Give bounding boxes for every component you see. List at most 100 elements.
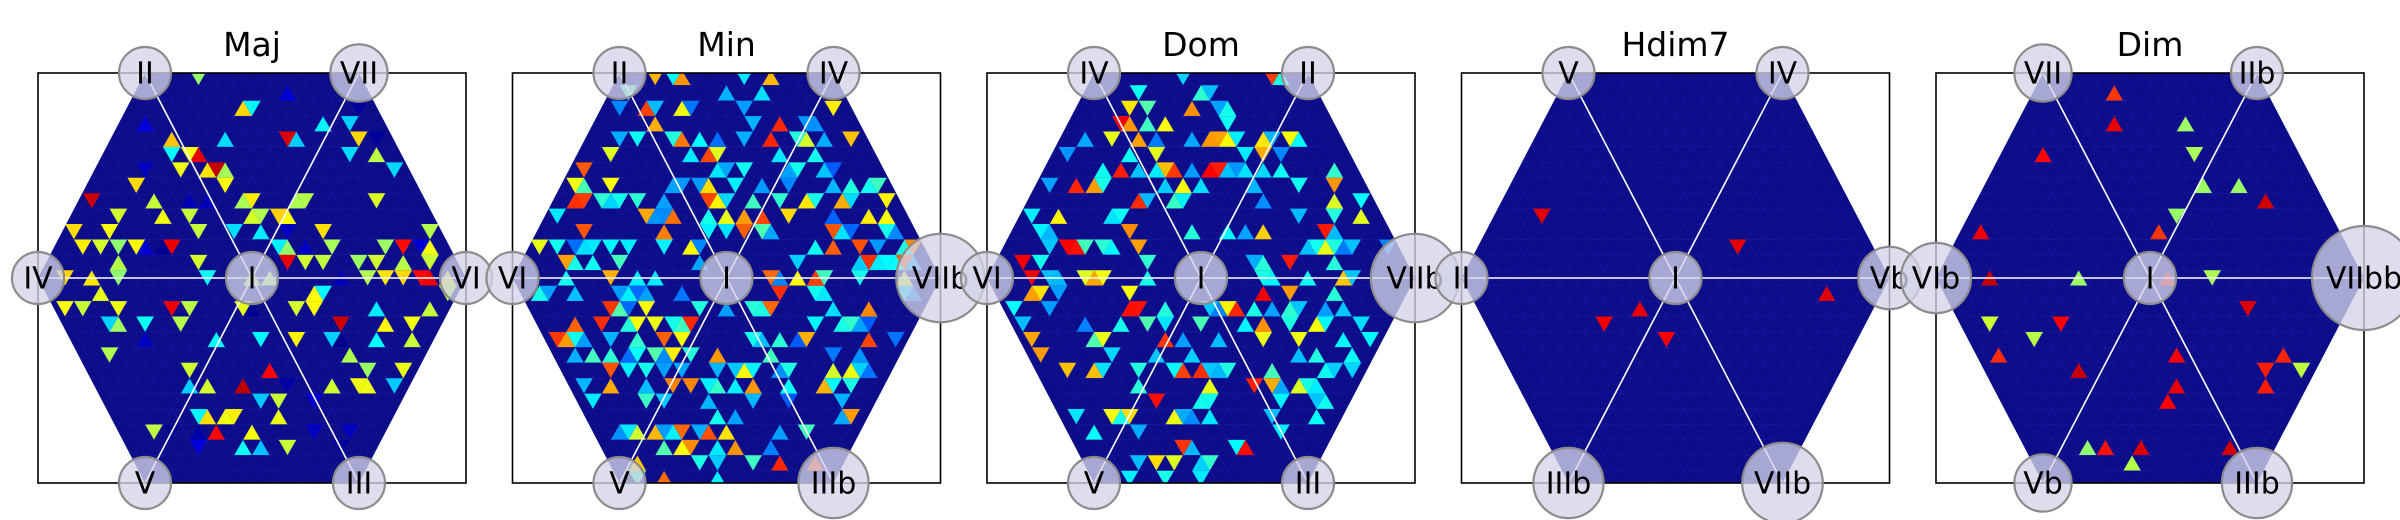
heat-cell bbox=[601, 301, 620, 317]
heat-cell bbox=[1245, 177, 1264, 194]
heat-cell bbox=[1040, 301, 1059, 317]
heat-cell bbox=[1218, 362, 1237, 379]
heat-cell bbox=[1173, 100, 1193, 117]
heat-cell bbox=[637, 378, 656, 394]
heat-cell bbox=[717, 424, 736, 440]
heat-cell bbox=[1102, 316, 1122, 333]
heat-cell bbox=[824, 177, 843, 194]
heat-cell bbox=[2283, 377, 2302, 395]
heat-cell bbox=[385, 254, 404, 271]
heat-cell bbox=[1112, 208, 1130, 225]
heat-cell bbox=[762, 224, 780, 240]
heat-cell bbox=[136, 331, 155, 348]
node-circle bbox=[2122, 250, 2178, 306]
heat-cell bbox=[1129, 131, 1148, 147]
heat-cell bbox=[1281, 131, 1299, 147]
heat-cell bbox=[699, 208, 718, 225]
heat-cell bbox=[779, 162, 798, 178]
heat-cell bbox=[367, 301, 386, 317]
heat-cell bbox=[2256, 378, 2275, 394]
heat-cell bbox=[252, 208, 270, 225]
heat-cell bbox=[1980, 316, 1999, 332]
heat-cell bbox=[421, 301, 439, 317]
heat-cell bbox=[1307, 393, 1326, 410]
heat-cell bbox=[1272, 146, 1290, 163]
heat-cell bbox=[673, 424, 691, 440]
heat-cell bbox=[349, 131, 368, 147]
heat-cell bbox=[574, 347, 594, 364]
heat-cell bbox=[860, 316, 878, 332]
heat-cell bbox=[1191, 408, 1211, 425]
heat-cell bbox=[376, 316, 395, 332]
heat-cell bbox=[770, 377, 790, 395]
heat-cell bbox=[1631, 301, 1649, 317]
heat-cell bbox=[100, 254, 119, 271]
heat-cell bbox=[2122, 439, 2142, 456]
heat-cell bbox=[1183, 100, 1201, 117]
panel-title: Maj bbox=[223, 25, 281, 64]
heat-cell bbox=[216, 162, 235, 178]
node-circle bbox=[2310, 224, 2400, 332]
heat-cell bbox=[216, 409, 235, 425]
heat-cell bbox=[1835, 331, 1854, 348]
heat-cell bbox=[1307, 115, 1326, 132]
heat-cell bbox=[815, 285, 834, 302]
heat-cell bbox=[744, 455, 763, 471]
node-circle bbox=[1532, 446, 1605, 520]
heat-cell bbox=[56, 301, 74, 317]
heat-cell bbox=[109, 301, 128, 317]
heat-cell bbox=[1165, 409, 1184, 425]
heat-cell bbox=[708, 362, 727, 379]
heat-cell bbox=[2069, 362, 2088, 379]
heat-cell bbox=[575, 177, 593, 194]
heat-cell bbox=[1281, 316, 1299, 332]
heat-cell bbox=[1138, 316, 1157, 332]
heat-cell bbox=[841, 254, 861, 271]
heat-cell bbox=[655, 439, 674, 456]
heat-cell bbox=[601, 347, 620, 363]
heat-cell bbox=[717, 208, 736, 225]
heat-cell bbox=[717, 301, 736, 317]
heat-cell bbox=[2265, 408, 2284, 425]
heat-cell bbox=[682, 439, 700, 456]
heat-cell bbox=[717, 224, 736, 240]
heat-cell bbox=[260, 362, 279, 379]
heat-cell bbox=[135, 193, 155, 210]
heat-cell bbox=[2247, 100, 2267, 117]
heat-cell bbox=[136, 316, 155, 332]
node-label-bottom-left: IIIb bbox=[1546, 467, 1592, 502]
heat-cell bbox=[1281, 285, 1299, 302]
heat-cell bbox=[1254, 131, 1273, 147]
heat-cell bbox=[530, 239, 549, 255]
spoke-line bbox=[2149, 72, 2258, 279]
heat-cell bbox=[243, 193, 261, 209]
node-circle bbox=[329, 43, 389, 103]
node-label-bottom-left: V bbox=[1084, 467, 1105, 502]
heat-cell bbox=[771, 193, 789, 209]
heat-cell bbox=[2292, 177, 2311, 194]
heat-cell bbox=[673, 285, 691, 302]
heat-cell bbox=[726, 208, 745, 225]
heat-cell bbox=[2265, 347, 2284, 364]
heat-cell bbox=[699, 146, 718, 163]
heat-cell bbox=[824, 239, 843, 255]
heat-cell bbox=[2167, 347, 2186, 363]
heat-cell bbox=[1076, 131, 1095, 147]
heat-cell bbox=[394, 254, 413, 271]
heat-cell bbox=[771, 285, 789, 302]
cell-layer bbox=[38, 73, 466, 483]
heat-cell bbox=[1227, 131, 1246, 147]
heat-cell bbox=[1040, 239, 1059, 255]
heat-cell bbox=[1325, 331, 1344, 348]
heat-cell bbox=[412, 239, 430, 255]
heat-cell bbox=[1201, 378, 1219, 394]
heat-cell bbox=[180, 208, 199, 225]
heat-cell bbox=[717, 377, 736, 395]
heat-cell bbox=[655, 347, 674, 363]
heat-cell bbox=[323, 239, 341, 255]
heat-cell bbox=[735, 377, 754, 395]
heat-cell bbox=[411, 208, 431, 225]
heat-cell bbox=[296, 193, 315, 209]
heat-cell bbox=[673, 316, 691, 332]
heat-cell bbox=[779, 362, 798, 379]
